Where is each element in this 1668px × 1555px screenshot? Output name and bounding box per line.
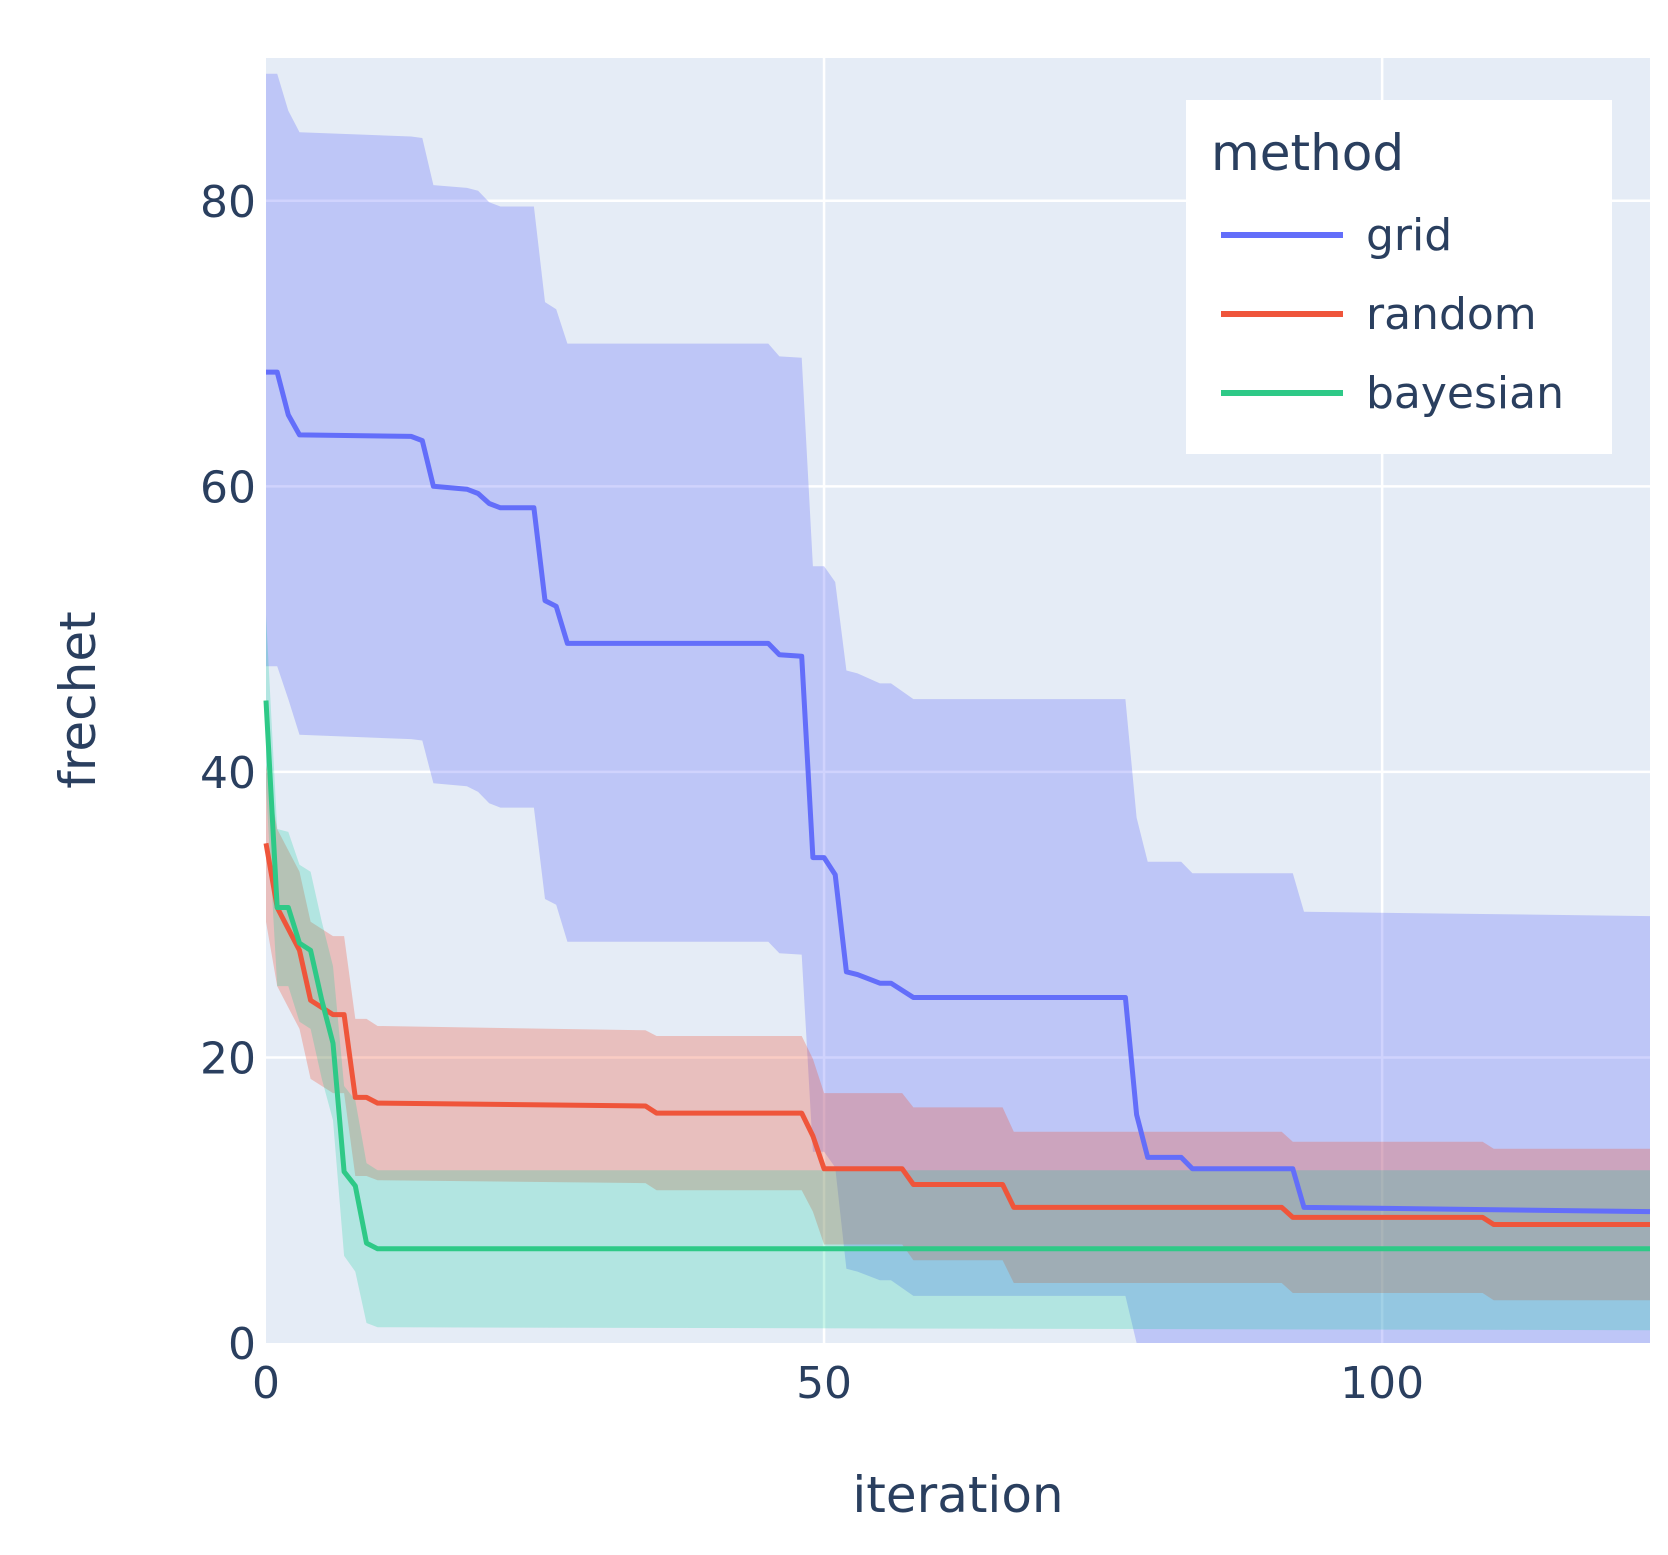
legend-label-bayesian: bayesian	[1366, 368, 1564, 419]
line-bayesian	[263, 700, 1650, 1252]
band-random	[266, 764, 1650, 1301]
x-axis-title: iteration	[852, 1466, 1063, 1524]
legend-label-grid: grid	[1366, 210, 1452, 261]
line-grid	[266, 369, 1651, 1215]
confidence-bands	[266, 73, 1650, 1344]
x-tick-label: 0	[252, 1358, 280, 1409]
legend: method grid random bayesian	[1186, 100, 1612, 454]
series-lines	[263, 369, 1651, 1252]
y-tick-label: 20	[200, 1033, 256, 1084]
tick-labels: 0 50 100 0 20 40 60 80	[200, 177, 1424, 1409]
y-tick-label: 80	[200, 177, 256, 228]
y-tick-label: 60	[200, 462, 256, 513]
y-tick-label: 40	[200, 748, 256, 799]
x-tick-label: 50	[796, 1358, 852, 1409]
band-bayesian	[266, 614, 1650, 1331]
legend-label-random: random	[1366, 289, 1537, 340]
x-tick-label: 100	[1340, 1358, 1424, 1409]
y-tick-label: 0	[228, 1319, 256, 1370]
legend-items: grid random bayesian	[1221, 210, 1564, 419]
band-grid	[266, 73, 1650, 1344]
y-axis-title: frechet	[49, 611, 107, 788]
legend-title: method	[1211, 124, 1404, 182]
line-random	[263, 842, 1650, 1227]
